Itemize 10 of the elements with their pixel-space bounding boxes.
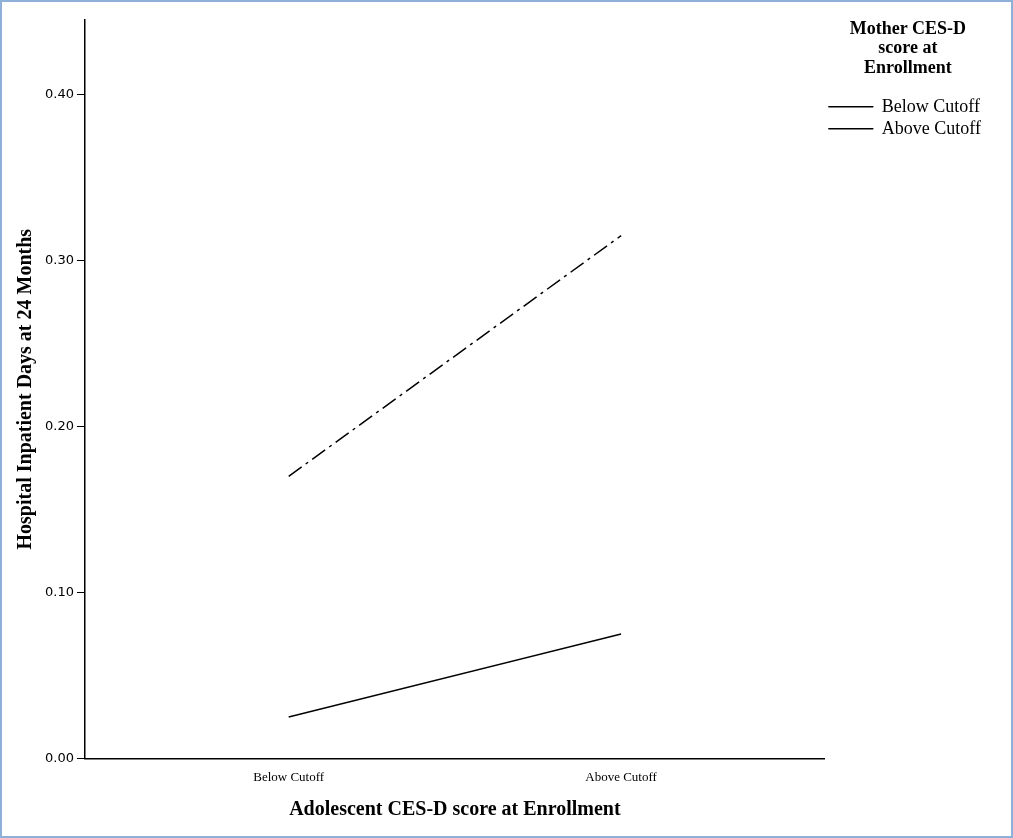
x-axis-title: Adolescent CES-D score at Enrollment	[289, 797, 621, 820]
legend-title: Mother CES-D score at Enrollment	[849, 17, 966, 78]
legend-label: Above Cutoff	[881, 117, 982, 138]
y-tick-label: 0.30	[44, 251, 74, 267]
y-tick-label: 0.20	[44, 417, 74, 433]
y-tick-label: 0.10	[44, 583, 74, 599]
y-tick-label: 0.00	[44, 749, 74, 765]
y-axis-title: Hospital Inpatient Days at 24 Months	[13, 228, 37, 550]
legend-label: Below Cutoff	[881, 95, 981, 116]
y-tick-label: 0.40	[44, 86, 74, 102]
